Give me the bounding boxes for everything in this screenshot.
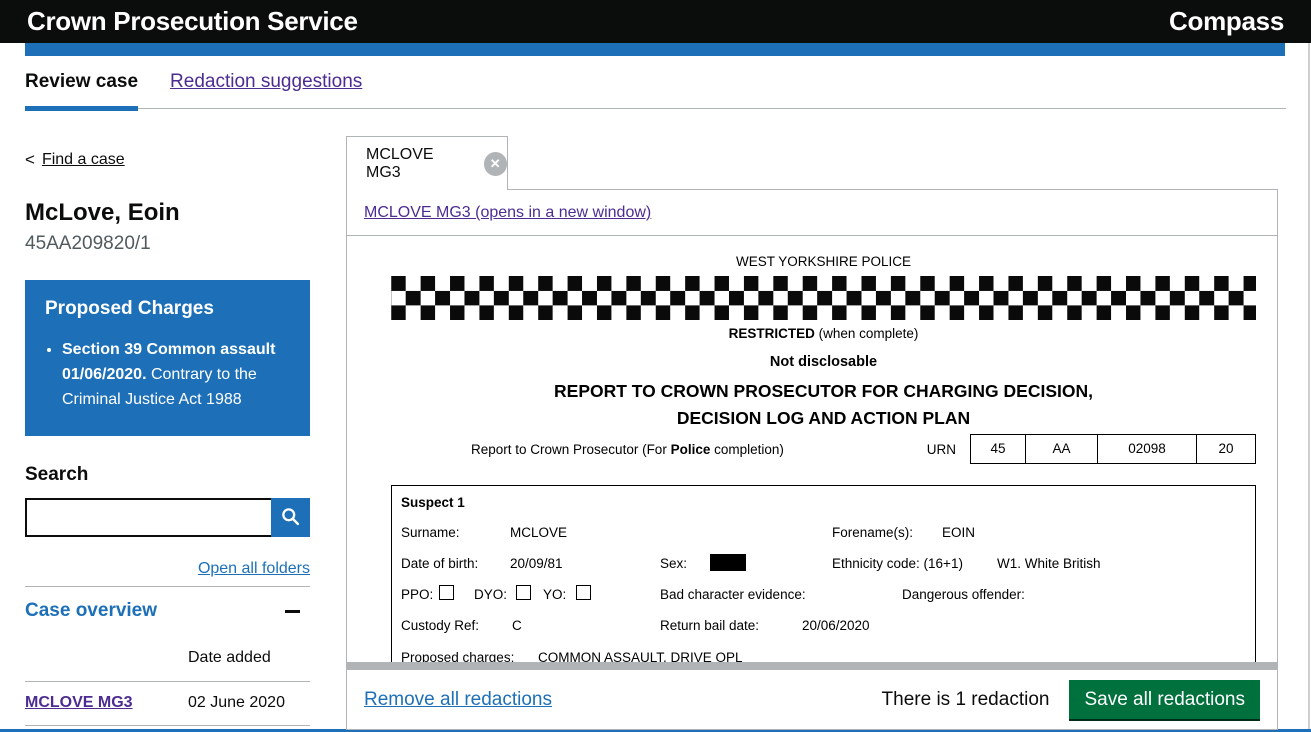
- main-nav: Review case Redaction suggestions: [25, 56, 1286, 111]
- urn-cell: 20: [1196, 435, 1255, 463]
- urn-cell: 02098: [1097, 435, 1196, 463]
- table-row: MG05 MCLOVE 02 June 2020: [25, 725, 310, 732]
- dangerous-offender-label: Dangerous offender:: [902, 587, 1025, 602]
- search-row: [25, 498, 310, 537]
- ppo-label: PPO:: [401, 587, 434, 602]
- yo-checkbox[interactable]: [576, 585, 591, 600]
- mg3-document-page: WEST YORKSHIRE POLICE RESTRICTED (when c…: [391, 254, 1256, 662]
- sex-label: Sex:: [660, 556, 688, 571]
- org-title: Crown Prosecution Service: [27, 6, 358, 36]
- bottom-blue-bar: [0, 729, 1311, 732]
- case-sidebar: < Find a case McLove, Eoin 45AA209820/1 …: [25, 136, 310, 732]
- document-tab-label: MCLOVE MG3: [366, 145, 434, 181]
- dob-value: 20/09/81: [510, 556, 563, 571]
- custody-ref-label: Custody Ref:: [401, 618, 480, 633]
- dyo-checkbox[interactable]: [516, 585, 531, 600]
- urn-table: 45 AA 02098 20: [970, 434, 1256, 464]
- redaction-footer: Remove all redactions There is 1 redacti…: [347, 670, 1277, 729]
- back-chevron-icon: <: [25, 150, 35, 169]
- documents-table-header: Date added: [25, 649, 310, 681]
- document-viewport[interactable]: WEST YORKSHIRE POLICE RESTRICTED (when c…: [347, 236, 1277, 662]
- police-force-title: WEST YORKSHIRE POLICE: [735, 254, 912, 269]
- custody-ref-value: C: [512, 618, 522, 633]
- suspect-details-box: Suspect 1 Surname: MCLOVE Forename(s): E…: [391, 485, 1256, 662]
- ppo-checkbox[interactable]: [439, 585, 454, 600]
- sex-redaction-box[interactable]: [710, 554, 746, 571]
- proposed-charges-list: Section 39 Common assault 01/06/2020. Co…: [62, 337, 290, 412]
- save-all-redactions-button[interactable]: Save all redactions: [1069, 680, 1260, 719]
- open-document-tab[interactable]: MCLOVE MG3 ✕: [346, 136, 508, 190]
- proposed-charges-label: Proposed charges:: [401, 650, 515, 662]
- ethnicity-label: Ethnicity code: (16+1): [832, 556, 963, 571]
- table-row: MCLOVE MG3 02 June 2020: [25, 681, 310, 725]
- proposed-charge-item: Section 39 Common assault 01/06/2020. Co…: [62, 337, 290, 412]
- forename-value: EOIN: [942, 525, 976, 540]
- urn-row: Report to Crown Prosecutor (For Police c…: [391, 434, 1256, 464]
- case-reference: 45AA209820/1: [25, 233, 151, 254]
- right-edge-line: [1308, 43, 1310, 732]
- case-overview-title: Case overview: [25, 600, 158, 621]
- urn-cell: 45: [990, 441, 1006, 456]
- proposed-charges-panel: Proposed Charges Section 39 Common assau…: [25, 280, 310, 436]
- dyo-label: DYO:: [474, 587, 508, 602]
- forename-label: Forename(s):: [832, 525, 914, 540]
- document-date: 02 June 2020: [188, 694, 285, 711]
- police-checkered-band: [391, 276, 1256, 320]
- horizontal-scrollbar[interactable]: [347, 662, 1277, 670]
- bad-character-label: Bad character evidence:: [660, 587, 806, 602]
- document-panel: MCLOVE MG3 (opens in a new window) WEST …: [346, 189, 1278, 730]
- redaction-count: There is 1 redaction: [881, 688, 1050, 710]
- search-button[interactable]: [271, 498, 310, 537]
- find-a-case-link[interactable]: Find a case: [41, 151, 125, 168]
- back-link-row: < Find a case: [25, 150, 310, 170]
- document-link-mclove-mg3[interactable]: MCLOVE MG3: [25, 694, 133, 711]
- ethnicity-value: W1. White British: [997, 556, 1101, 571]
- suspect-heading: Suspect 1: [401, 495, 465, 510]
- tab-review-case[interactable]: Review case: [25, 56, 139, 111]
- date-added-column-label: Date added: [188, 649, 271, 666]
- close-tab-icon[interactable]: ✕: [483, 151, 507, 176]
- app-header: Crown Prosecution Service Compass: [0, 0, 1311, 43]
- search-icon: [280, 506, 301, 530]
- return-bail-label: Return bail date:: [660, 618, 760, 633]
- proposed-charges-value: COMMON ASSAULT, DRIVE OPL: [538, 650, 743, 662]
- urn-cell: AA: [1025, 435, 1097, 463]
- document-link-row: MCLOVE MG3 (opens in a new window): [347, 190, 1277, 236]
- restricted-marking: RESTRICTED (when complete): [728, 326, 919, 341]
- surname-label: Surname:: [401, 525, 460, 540]
- tab-redaction-suggestions[interactable]: Redaction suggestions: [170, 71, 363, 92]
- open-all-folders-link[interactable]: Open all folders: [197, 560, 310, 577]
- not-disclosable-marking: Not disclosable: [769, 354, 878, 370]
- collapse-icon[interactable]: [285, 609, 300, 613]
- report-subtitle: Report to Crown Prosecutor (For Police c…: [471, 441, 784, 457]
- remove-all-redactions-link[interactable]: Remove all redactions: [364, 688, 552, 710]
- search-input[interactable]: [25, 498, 271, 537]
- yo-label: YO:: [543, 587, 567, 602]
- case-name: McLove, Eoin: [25, 199, 180, 226]
- document-area: MCLOVE MG3 ✕ MCLOVE MG3 (opens in a new …: [346, 136, 1278, 730]
- return-bail-value: 20/06/2020: [802, 618, 870, 633]
- surname-value: MCLOVE: [510, 525, 568, 540]
- urn-label: URN: [926, 441, 956, 457]
- search-heading: Search: [25, 464, 89, 485]
- product-name: Compass: [1169, 6, 1284, 36]
- case-overview-header: Case overview: [25, 600, 310, 622]
- brand-blue-bar: [25, 43, 1285, 56]
- dob-label: Date of birth:: [401, 556, 479, 571]
- proposed-charges-title: Proposed Charges: [45, 298, 214, 319]
- sidebar-divider: [25, 586, 310, 587]
- open-in-new-window-link[interactable]: MCLOVE MG3 (opens in a new window): [364, 204, 652, 221]
- report-title: REPORT TO CROWN PROSECUTOR FOR CHARGING …: [554, 381, 1093, 428]
